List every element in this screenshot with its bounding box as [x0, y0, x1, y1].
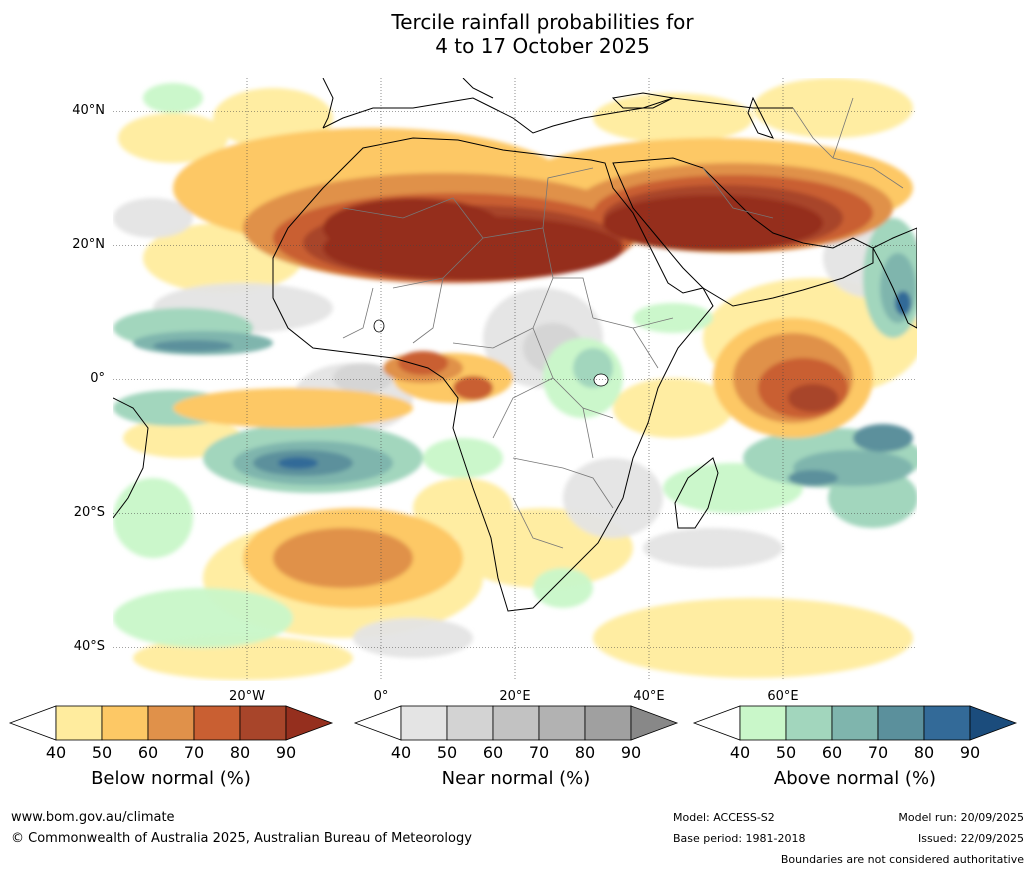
colorbar-tick-label: 50 [436, 743, 458, 762]
colorbar-tick-label: 40 [45, 743, 67, 762]
colorbar-min-extension [353, 705, 402, 741]
graticule [113, 78, 917, 681]
longitude-label: 40°E [633, 689, 665, 704]
latitude-label: 0° [90, 370, 105, 386]
colorbar-title: Near normal (%) [441, 768, 591, 789]
colorbar-tick-label: 60 [137, 743, 159, 762]
colorbar-title: Above normal (%) [773, 768, 937, 789]
colorbar-tick-label: 50 [775, 743, 797, 762]
colorbar-min-extension [8, 705, 57, 741]
colorbar-segment [55, 705, 103, 741]
colorbar-max-extension [630, 705, 679, 741]
longitude-label: 20°W [229, 689, 265, 704]
map-title: Tercile rainfall probabilities for 4 to … [0, 10, 1035, 58]
colorbar-segment [492, 705, 540, 741]
colorbar-segment [831, 705, 879, 741]
colorbar-tick-label: 70 [183, 743, 205, 762]
colorbar-tick-label: 40 [729, 743, 751, 762]
colorbar-min-extension [692, 705, 741, 741]
colorbar-segment [147, 705, 195, 741]
colorbar-segment [239, 705, 287, 741]
colorbar-segment [739, 705, 787, 741]
colorbar-segment [101, 705, 149, 741]
colorbar-tick-label: 80 [229, 743, 251, 762]
latitude-label: 20°S [73, 504, 105, 520]
map-title-line2: 4 to 17 October 2025 [435, 34, 650, 58]
colorbar-tick-label: 80 [913, 743, 935, 762]
colorbar-segment [877, 705, 925, 741]
colorbar-segment [785, 705, 833, 741]
colorbar-tick-label: 90 [959, 743, 981, 762]
colorbar-max-extension [285, 705, 334, 741]
colorbar-tick-label: 60 [821, 743, 843, 762]
colorbar-segment [538, 705, 586, 741]
colorbar-legend [353, 705, 679, 741]
colorbar-segment [400, 705, 448, 741]
footer-copyright: © Commonwealth of Australia 2025, Austra… [11, 831, 472, 846]
footer-website: www.bom.gov.au/climate [11, 810, 175, 825]
colorbar-tick-label: 70 [528, 743, 550, 762]
longitude-label: 60°E [767, 689, 799, 704]
colorbar-tick-label: 40 [390, 743, 412, 762]
colorbar [353, 705, 679, 741]
colorbar-legend [692, 705, 1018, 741]
longitude-label: 20°E [499, 689, 531, 704]
latitude-label: 20°N [72, 236, 105, 252]
colorbar-segment [193, 705, 241, 741]
latitude-label: 40°N [72, 102, 105, 118]
colorbar-tick-label: 80 [574, 743, 596, 762]
footer-model: Model: ACCESS-S2 [673, 811, 775, 824]
colorbar-legend [8, 705, 334, 741]
latitude-label: 40°S [73, 638, 105, 654]
longitude-label: 0° [373, 689, 389, 704]
colorbar-tick-label: 90 [620, 743, 642, 762]
colorbar [8, 705, 334, 741]
colorbar-segment [584, 705, 632, 741]
footer-boundaries-note: Boundaries are not considered authoritat… [780, 853, 1024, 866]
country-borders [342, 97, 904, 549]
colorbar-tick-label: 60 [482, 743, 504, 762]
colorbar-segment [923, 705, 971, 741]
colorbar-title: Below normal (%) [91, 768, 251, 789]
colorbar-tick-label: 90 [275, 743, 297, 762]
colorbar-max-extension [969, 705, 1018, 741]
map-canvas [113, 78, 917, 681]
footer-model-run: Model run: 20/09/2025 [898, 811, 1024, 824]
colorbar [692, 705, 1018, 741]
map-title-line1: Tercile rainfall probabilities for [391, 10, 694, 34]
footer-issued: Issued: 22/09/2025 [917, 832, 1024, 845]
footer-base-period: Base period: 1981-2018 [673, 832, 806, 845]
colorbar-segment [446, 705, 494, 741]
coastlines [113, 78, 917, 612]
colorbar-tick-label: 70 [867, 743, 889, 762]
colorbar-tick-label: 50 [91, 743, 113, 762]
probability-field [113, 78, 917, 680]
rainfall-probability-map [113, 78, 917, 681]
